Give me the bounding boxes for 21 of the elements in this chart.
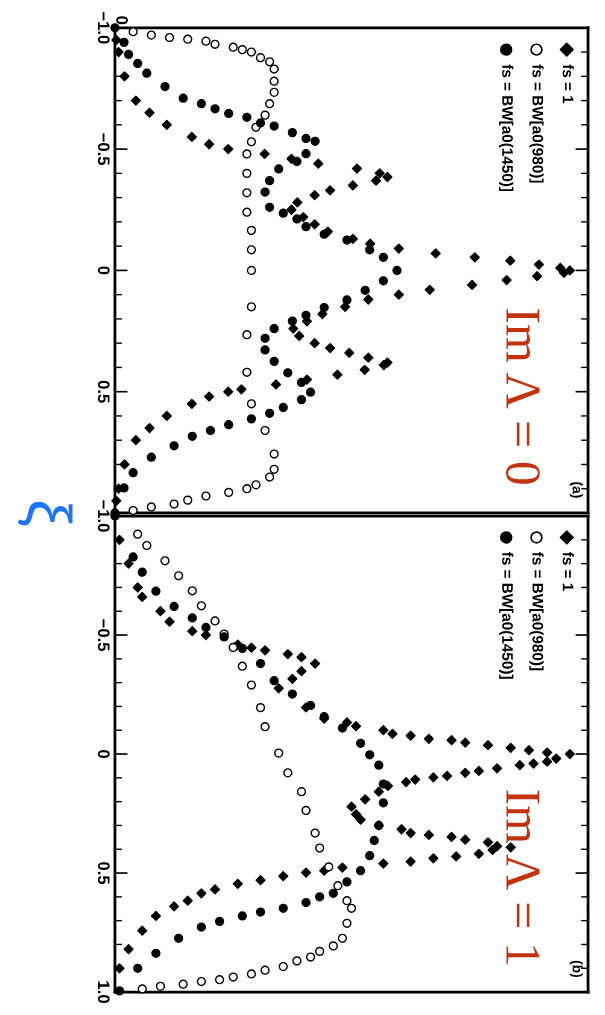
y-tick-label: 0.5 <box>97 862 110 885</box>
y-tick-label: 1.0 <box>97 981 110 1003</box>
annotation: (a) <box>569 482 583 498</box>
legend-label: fs = BW[a0(1450)] <box>499 551 514 679</box>
annotation: Im Λ = 0 <box>506 309 540 484</box>
text: 0 <box>116 16 128 25</box>
legend-label: fs = BW[a0(980)] <box>529 64 544 183</box>
y-tick-label: −1.0 <box>97 500 110 532</box>
legend-label: fs = 1 <box>562 551 574 591</box>
y-tick-label: −1.0 <box>97 12 110 44</box>
y-tick-label: −0.5 <box>97 133 110 166</box>
annotation: (b) <box>569 960 583 978</box>
legend-label: fs = 1 <box>562 64 574 104</box>
annotation: Im Λ = 1 <box>506 790 540 965</box>
legend-label: fs = BW[a0(980)] <box>529 551 544 671</box>
y-tick-label: 0.5 <box>97 380 110 403</box>
y-tick-label: −0.5 <box>97 619 110 652</box>
legend-label: fs = BW[a0(1450)] <box>499 64 514 192</box>
y-tick-label: 0 <box>97 750 110 758</box>
y-axis-title: ξ <box>17 501 73 526</box>
y-tick-label: 0 <box>97 266 110 275</box>
